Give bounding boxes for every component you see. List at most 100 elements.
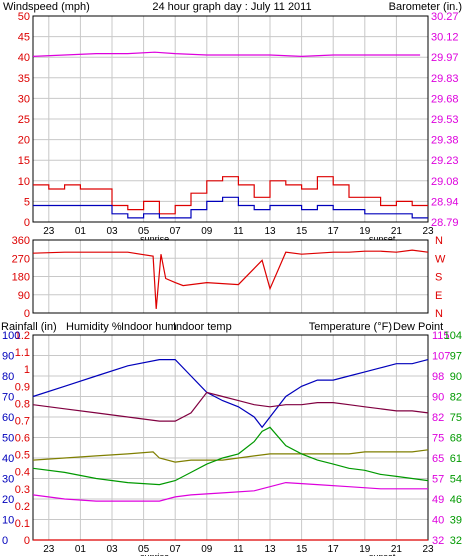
wind-tick-label: 25 bbox=[18, 114, 30, 126]
wind-tick-label: 35 bbox=[18, 73, 30, 85]
sunset-label-top: sunset bbox=[369, 234, 396, 244]
humidity-tick-label: 20 bbox=[2, 494, 14, 506]
sunrise-label-bottom: sunrise bbox=[140, 552, 169, 556]
temp-right-tick-label: 57 bbox=[432, 474, 444, 486]
direction-panel-frame bbox=[32, 239, 429, 314]
temp-right-tick-label: 98 bbox=[432, 371, 444, 383]
temp-x-tick-label: 01 bbox=[75, 544, 87, 555]
compass-tick-label: S bbox=[435, 272, 442, 284]
legend-rainfall: Rainfall (in) bbox=[1, 321, 57, 333]
temp-x-tick-label: 03 bbox=[106, 544, 118, 555]
barometer-line bbox=[32, 51, 421, 58]
compass-tick-label: W bbox=[435, 253, 446, 265]
legend-indoor-hum: Indoor hum bbox=[121, 321, 177, 333]
direction-tick-label: 90 bbox=[18, 290, 30, 302]
temperature-line bbox=[32, 426, 429, 486]
temp-x-tick-label: 09 bbox=[201, 544, 213, 555]
temp-right-tick-label: 82 bbox=[432, 412, 444, 424]
barometer-tick-label: 29.08 bbox=[431, 176, 459, 188]
rainfall-tick-label: 0 bbox=[24, 535, 30, 547]
wind-x-tick-label: 09 bbox=[201, 226, 213, 237]
temp-x-tick-label: 23 bbox=[422, 544, 434, 555]
rainfall-tick-label: 0.5 bbox=[15, 450, 30, 462]
rainfall-tick-label: 0.9 bbox=[15, 381, 30, 393]
wind-tick-label: 0 bbox=[24, 217, 30, 229]
temp-x-tick-label: 13 bbox=[264, 544, 276, 555]
humidity-tick-label: 100 bbox=[2, 330, 20, 342]
sunrise-label-top: sunrise bbox=[140, 234, 169, 244]
rainfall-tick-label: 0.7 bbox=[15, 415, 30, 427]
temp-x-tick-label: 19 bbox=[359, 544, 371, 555]
humidity-tick-label: 70 bbox=[2, 392, 14, 404]
rainfall-tick-label: 1.2 bbox=[15, 330, 30, 342]
temp-far-right-tick-label: 54 bbox=[450, 474, 462, 486]
temp-right-tick-label: 40 bbox=[432, 515, 444, 527]
wind_avg-line bbox=[33, 196, 428, 219]
rainfall-tick-label: 0.6 bbox=[15, 433, 30, 445]
barometer-tick-label: 29.53 bbox=[431, 114, 459, 126]
rainfall-tick-label: 0.1 bbox=[15, 518, 30, 530]
humidity-tick-label: 60 bbox=[2, 412, 14, 424]
rainfall-tick-label: 0.3 bbox=[15, 484, 30, 496]
wind-tick-label: 40 bbox=[18, 52, 30, 64]
legend-dew-point: Dew Point bbox=[393, 321, 443, 333]
temp-right-tick-label: 107 bbox=[432, 351, 450, 363]
barometer-axis-label: Barometer (in.) bbox=[389, 1, 462, 13]
rainfall-tick-label: 0.8 bbox=[15, 398, 30, 410]
humidity-tick-label: 30 bbox=[2, 474, 14, 486]
direction-tick-label: 360 bbox=[12, 235, 30, 247]
temp-far-right-tick-label: 75 bbox=[450, 412, 462, 424]
wind-x-tick-label: 15 bbox=[296, 226, 308, 237]
wind-x-tick-label: 23 bbox=[43, 226, 55, 237]
wind-x-tick-label: 19 bbox=[359, 226, 371, 237]
temp-right-tick-label: 32 bbox=[432, 535, 444, 547]
rainfall-tick-label: 0.4 bbox=[15, 467, 30, 479]
wind-tick-label: 15 bbox=[18, 155, 30, 167]
barometer-tick-label: 30.27 bbox=[431, 11, 459, 23]
temp-far-right-tick-label: 97 bbox=[450, 351, 462, 363]
temp-x-tick-label: 05 bbox=[138, 544, 150, 555]
barometer-tick-label: 29.23 bbox=[431, 155, 459, 167]
wind-x-tick-label: 01 bbox=[75, 226, 87, 237]
wind-tick-label: 45 bbox=[18, 32, 30, 44]
barometer-tick-label: 28.79 bbox=[431, 217, 459, 229]
direction-tick-label: 0 bbox=[24, 308, 30, 320]
temp-x-tick-label: 15 bbox=[296, 544, 308, 555]
chart-title: 24 hour graph day : July 11 2011 bbox=[152, 1, 311, 13]
rainfall-tick-label: 1.1 bbox=[15, 347, 30, 359]
temp-right-tick-label: 49 bbox=[432, 494, 444, 506]
barometer-tick-label: 29.38 bbox=[431, 135, 459, 147]
temp-far-right-tick-label: 32 bbox=[450, 535, 462, 547]
barometer-tick-label: 29.83 bbox=[431, 73, 459, 85]
humidity-tick-label: 40 bbox=[2, 453, 14, 465]
compass-tick-label: E bbox=[435, 290, 442, 302]
humidity-tick-label: 80 bbox=[2, 371, 14, 383]
humidity-tick-label: 90 bbox=[2, 351, 14, 363]
wind-panel-frame bbox=[32, 15, 429, 223]
wind-x-tick-label: 17 bbox=[328, 226, 340, 237]
wind-tick-label: 30 bbox=[18, 93, 30, 105]
temp-x-tick-label: 11 bbox=[233, 544, 244, 555]
direction-tick-label: 180 bbox=[12, 272, 30, 284]
wind-tick-label: 50 bbox=[18, 11, 30, 23]
indoor_hum-line bbox=[32, 449, 429, 463]
windspeed-axis-label: Windspeed (mph) bbox=[3, 1, 90, 13]
sunset-label-bottom: sunset bbox=[369, 552, 396, 556]
temp-x-tick-label: 23 bbox=[43, 544, 55, 555]
temp-right-tick-label: 65 bbox=[432, 453, 444, 465]
wind-x-tick-label: 07 bbox=[170, 226, 182, 237]
wind-x-tick-label: 11 bbox=[233, 226, 244, 237]
humidity-line bbox=[32, 359, 429, 429]
wind_gust-line bbox=[33, 176, 428, 215]
wind-tick-label: 20 bbox=[18, 135, 30, 147]
barometer-tick-label: 30.12 bbox=[431, 32, 459, 44]
temp-x-tick-label: 07 bbox=[170, 544, 182, 555]
wind-x-tick-label: 23 bbox=[422, 226, 434, 237]
temp-far-right-tick-label: 104 bbox=[444, 330, 462, 342]
humidity-tick-label: 50 bbox=[2, 433, 14, 445]
rainfall-tick-label: 0.2 bbox=[15, 501, 30, 513]
temp-right-tick-label: 115 bbox=[432, 330, 450, 342]
temp-x-tick-label: 21 bbox=[391, 544, 403, 555]
